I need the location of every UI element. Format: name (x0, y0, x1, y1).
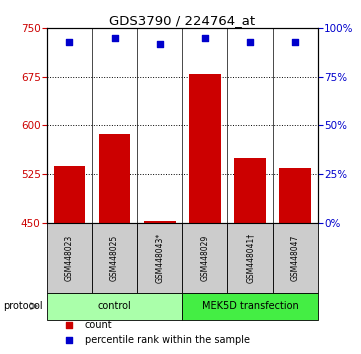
Bar (182, 223, 227, 292)
Point (202, 35, 208, 41)
Bar (227, 223, 273, 292)
Point (67, 39, 73, 45)
Text: count: count (85, 320, 113, 330)
Point (292, 39, 298, 45)
Point (66, 322, 71, 327)
Text: GSM448047: GSM448047 (291, 234, 300, 281)
Point (112, 35, 118, 41)
Bar (189, 74, 221, 223)
Point (247, 39, 253, 45)
Bar (273, 223, 318, 292)
Text: protocol: protocol (4, 301, 43, 311)
Bar (137, 223, 182, 292)
Bar (54, 166, 85, 223)
Bar (279, 167, 311, 223)
Bar (99, 134, 130, 223)
Text: percentile rank within the sample: percentile rank within the sample (85, 335, 250, 344)
Point (157, 41, 162, 47)
Bar (47, 223, 92, 292)
Bar (47, 292, 182, 320)
Bar (92, 223, 137, 292)
Bar (234, 158, 266, 223)
Text: GSM448043*: GSM448043* (155, 233, 164, 283)
Point (66, 337, 71, 342)
Text: MEK5D transfection: MEK5D transfection (201, 301, 299, 311)
Text: GSM448041†: GSM448041† (245, 233, 255, 282)
Text: GSM448023: GSM448023 (65, 234, 74, 281)
Text: GSM448025: GSM448025 (110, 234, 119, 281)
Text: GSM448029: GSM448029 (200, 234, 209, 281)
Title: GDS3790 / 224764_at: GDS3790 / 224764_at (109, 14, 255, 27)
Bar (144, 221, 175, 223)
Bar (182, 292, 318, 320)
Text: control: control (98, 301, 131, 311)
